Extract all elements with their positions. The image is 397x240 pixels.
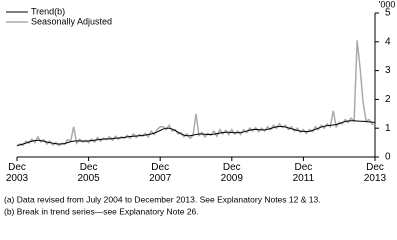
unit-label: '000	[379, 0, 396, 9]
x-tick-label: Dec 2007	[149, 162, 172, 184]
x-tick-label: Dec 2011	[292, 162, 315, 184]
series-line	[16, 40, 376, 147]
y-tick-label: 3	[385, 65, 391, 76]
legend-label: Trend(b)	[31, 6, 65, 16]
page: '000 (a) Data revised from July 2004 to …	[4, 0, 396, 216]
y-tick-label: 2	[385, 94, 391, 105]
x-tick-label: Dec 2013	[363, 162, 387, 184]
y-tick-label: 4	[385, 36, 391, 47]
footnote: (b) Break in trend series—see Explanator…	[4, 206, 199, 216]
x-tick-label: Dec 2003	[5, 162, 29, 184]
series-line	[16, 120, 376, 146]
y-tick-label: 5	[385, 8, 391, 19]
x-tick-label: Dec 2009	[220, 162, 243, 184]
chart: '000 (a) Data revised from July 2004 to …	[4, 0, 396, 216]
y-tick-label: 1	[385, 123, 391, 134]
x-tick-label: Dec 2005	[77, 162, 100, 184]
footnote: (a) Data revised from July 2004 to Decem…	[4, 194, 321, 204]
legend-label: Seasonally Adjusted	[31, 16, 112, 26]
y-tick-label: 0	[385, 152, 391, 163]
